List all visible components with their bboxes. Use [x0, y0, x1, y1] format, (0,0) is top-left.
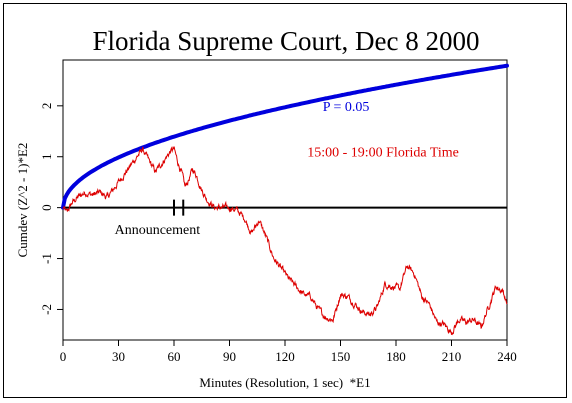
- announcement-markers: [173, 199, 185, 216]
- chart-title: Florida Supreme Court, Dec 8 2000: [93, 26, 480, 56]
- y-tick-label-4: 2: [39, 103, 54, 110]
- plot-area: [62, 59, 508, 341]
- x-tick-label-4: 120: [275, 349, 295, 364]
- annotation-1: 15:00 - 19:00 Florida Time: [307, 146, 459, 161]
- annotation-0: P = 0.05: [323, 100, 370, 115]
- y-tick-label-2: 0: [39, 204, 54, 211]
- y-tick-label-1: -1: [39, 253, 54, 264]
- x-axis-label: Minutes (Resolution, 1 sec) *E1: [199, 375, 370, 390]
- x-tick-label-7: 210: [442, 349, 462, 364]
- y-axis-ticks: -2 -1 0 1 2: [39, 103, 63, 315]
- x-tick-label-3: 90: [223, 349, 236, 364]
- series-cumdev-line: [62, 146, 508, 336]
- series-envelope-line: [61, 63, 509, 210]
- chart-frame: [3, 3, 567, 398]
- annotations: P = 0.05 15:00 - 19:00 Florida Time Announ…: [115, 100, 459, 238]
- x-tick-label-6: 180: [386, 349, 406, 364]
- x-tick-label-8: 240: [497, 349, 517, 364]
- x-axis-ticks: 0 30 60 90 120 150 180 210 240: [60, 340, 517, 364]
- x-tick-label-0: 0: [60, 349, 67, 364]
- y-tick-label-0: -2: [39, 304, 54, 315]
- x-tick-label-5: 150: [331, 349, 351, 364]
- y-axis-label: Cumdev (Z^2 - 1)*E2: [15, 143, 30, 258]
- annotation-2: Announcement: [115, 223, 201, 238]
- x-tick-label-1: 30: [112, 349, 125, 364]
- y-tick-label-3: 1: [39, 153, 54, 160]
- x-tick-label-2: 60: [168, 349, 181, 364]
